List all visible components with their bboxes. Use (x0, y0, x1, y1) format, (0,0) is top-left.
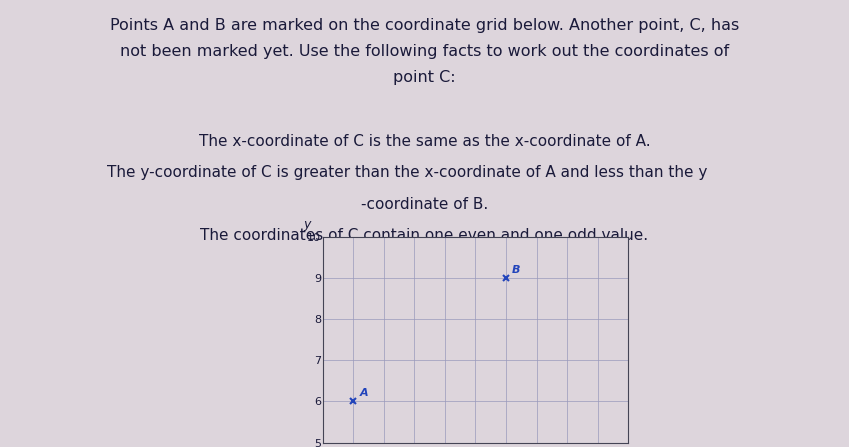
Text: not been marked yet. Use the following facts to work out the coordinates of: not been marked yet. Use the following f… (120, 44, 729, 59)
Text: -coordinate of B.: -coordinate of B. (361, 197, 488, 212)
Text: Points A and B are marked on the coordinate grid below. Another point, C, has: Points A and B are marked on the coordin… (110, 18, 739, 33)
Text: The y-coordinate of C is greater than the x-coordinate of A and less than the y: The y-coordinate of C is greater than th… (107, 165, 708, 181)
Text: The coordinates of C contain one even and one odd value.: The coordinates of C contain one even an… (200, 228, 649, 243)
Text: point C:: point C: (393, 70, 456, 85)
Text: A: A (359, 388, 368, 398)
Text: B: B (512, 265, 520, 275)
Text: y: y (304, 218, 311, 231)
Text: The x-coordinate of C is the same as the x-coordinate of A.: The x-coordinate of C is the same as the… (199, 134, 650, 149)
